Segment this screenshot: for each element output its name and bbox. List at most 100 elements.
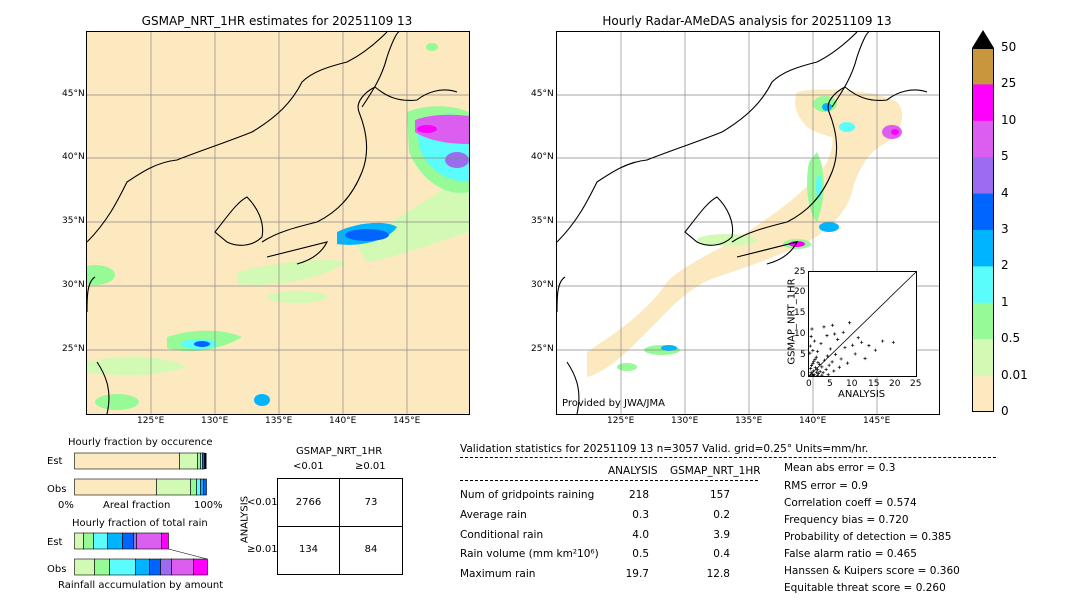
scatter-point [818,369,822,374]
contingency-row-lt: <0.01 [247,497,278,508]
stat-label-volume: Rain volume (mm km²10⁶) [460,548,599,560]
contingency-cell-b: 73 [364,497,378,508]
left-lat-label-30: 30°N [62,280,85,290]
scatter-point [809,373,812,376]
validation-col-analysis: ANALYSIS [608,465,658,477]
scatter-xtick-15: 15 [868,379,880,389]
scatter-point [809,366,813,371]
occurrence-title: Hourly fraction by occurence [68,437,213,448]
colorbar [972,48,994,412]
left-lon-label-125: 125°E [137,416,165,426]
scatter-point [822,325,826,329]
scatter-point [815,370,819,374]
colorbar-segment [972,120,994,158]
scatter-ytick-20: 20 [794,287,806,297]
left-lon-label-135: 135°E [265,416,293,426]
scatter-point [851,343,855,347]
scatter-point [841,330,845,334]
left-lat-label-45: 45°N [62,89,85,99]
scatter-point [809,371,813,375]
scatter-point [809,334,813,339]
gsmap-gridlines [87,32,469,414]
validation-col-rule [460,480,758,481]
scatter-point [816,361,820,365]
scatter-point [824,367,828,371]
right-lat-label-45: 45°N [531,89,554,99]
occurrence-axis-left: 0% [58,500,74,511]
contingency-col-lt: <0.01 [293,461,324,472]
occurrence-est-label: Est [47,456,63,467]
stat-analysis-maximum: 19.7 [625,568,649,580]
scatter-point [833,332,837,336]
scatter-point [830,360,834,364]
colorbar-segment [972,193,994,231]
left-lon-label-140: 140°E [329,416,357,426]
scatter-ytick-25: 25 [794,267,806,277]
stat-label-maximum: Maximum rain [460,568,536,580]
colorbar-label: 0.5 [1001,331,1021,346]
scatter-point [820,373,824,376]
score-far: False alarm ratio = 0.465 [784,548,917,560]
scatter-point [811,361,815,366]
colorbar-label: 4 [1001,185,1009,200]
scatter-point [848,321,852,325]
score-pod: Probability of detection = 0.385 [784,531,952,543]
scatter-point [819,341,823,346]
colorbar-label: 0.01 [1001,367,1028,382]
score-mae: Mean abs error = 0.3 [784,462,896,474]
scatter-point [822,358,827,362]
right-lon-label-130: 130°E [671,416,699,426]
scatter-one-to-one-line [809,272,916,376]
stat-analysis-average: 0.3 [632,509,649,521]
scatter-point [816,371,821,376]
occurrence-axis-mid: Areal fraction [103,500,171,511]
scatter-point [827,363,831,367]
scatter-point [867,344,871,348]
colorbar-label: 10 [1001,112,1017,127]
colorbar-overflow-arrow-icon [972,30,994,48]
scatter-point [811,369,815,373]
contingency-cell-c: 134 [298,544,319,555]
left-lon-label-130: 130°E [201,416,229,426]
validation-header: Validation statistics for 20251109 13 n=… [460,443,869,455]
right-lon-label-145: 145°E [863,416,891,426]
colorbar-segment [972,266,994,304]
right-lat-label-35: 35°N [531,216,554,226]
scatter-ytick-0: 0 [800,370,806,380]
stat-label-average: Average rain [460,509,527,521]
stat-gsmap-conditional: 3.9 [713,529,730,541]
scatter-point [810,327,814,331]
scatter-xtick-0: 0 [806,379,812,389]
scatter-ylabel: GSMAP_NRT_1HR [786,278,798,365]
scatter-point [825,334,829,338]
left-lon-label-145: 145°E [393,416,421,426]
gsmap-map-canvas [87,32,469,414]
scatter-point [815,349,820,354]
score-ets: Equitable threat score = 0.260 [784,582,946,594]
scatter-point [820,365,824,369]
total-rain-footer: Rainfall accumulation by amount [58,580,224,591]
scatter-point [815,373,820,376]
scatter-xtick-20: 20 [889,379,901,389]
scatter-point [863,356,867,361]
scatter-inset [808,271,917,377]
scatter-point [839,357,843,361]
contingency-row-ge: ≥0.01 [247,544,278,555]
occurrence-axis-right: 100% [194,500,223,511]
occurrence-bars [74,452,207,496]
scatter-point [825,354,830,358]
radar-coastlines [557,32,928,414]
colorbar-border [972,48,994,412]
scatter-xtick-25: 25 [910,379,922,389]
scatter-point [832,369,836,373]
contingency-table: 2766 73 134 84 [277,478,403,575]
scatter-point [813,357,817,361]
colorbar-segment [972,230,994,267]
gsmap-coastlines [87,32,458,414]
colorbar-label: 2 [1001,258,1009,273]
scatter-point [881,339,885,343]
colorbar-segment [972,302,994,340]
contingency-cell-a: 2766 [295,497,322,508]
scatter-ytick-15: 15 [794,308,806,318]
gsmap-map [86,31,470,415]
